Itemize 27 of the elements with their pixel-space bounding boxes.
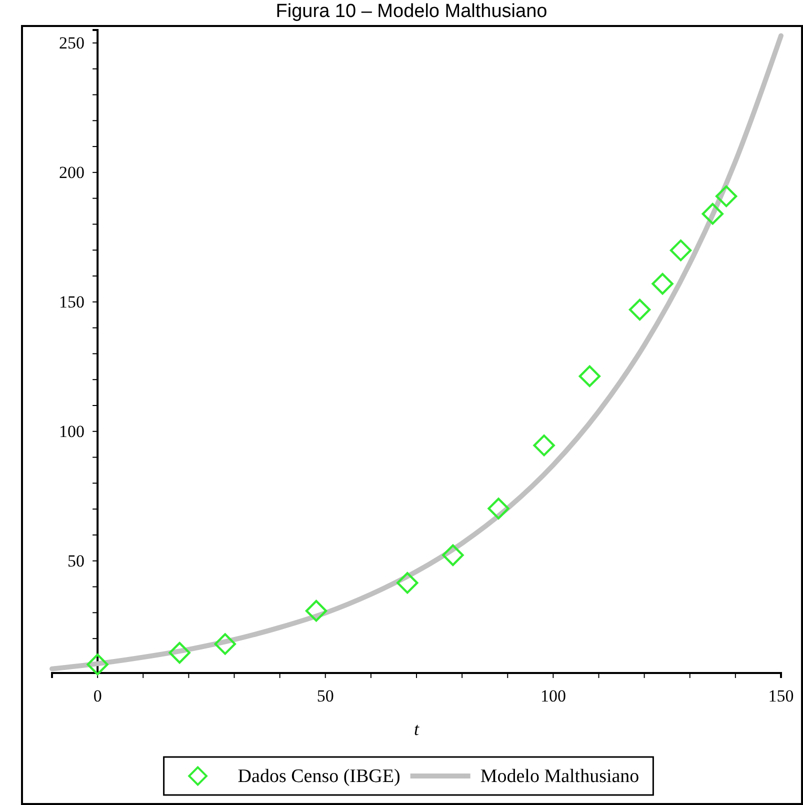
y-tick-label: 150 [58,292,84,312]
point [628,298,651,321]
point [670,240,692,262]
point [578,365,600,388]
x-tick-label: 100 [540,686,566,706]
y-tick-label: 250 [58,33,84,52]
legend-label: Modelo Malthusiano [480,766,640,787]
chart-title: Figura 10 – Modelo Malthusiano [276,1,548,22]
y-tick-label: 200 [58,162,84,182]
point [86,654,108,676]
x-tick-label: 150 [768,686,794,706]
point [488,498,510,520]
x-axis-title: t [414,719,420,739]
point [396,572,418,594]
point [702,203,724,225]
y-tick-label: 100 [58,422,84,441]
point [533,434,555,456]
point [715,185,738,208]
point [652,272,674,295]
y-tick-label: 50 [67,551,84,570]
point [168,642,190,664]
point [214,633,236,655]
point [442,544,464,566]
point [305,600,328,622]
x-tick-label: 0 [93,686,102,706]
x-tick-label: 50 [316,686,334,706]
legend-label: Dados Censo (IBGE) [238,766,400,787]
